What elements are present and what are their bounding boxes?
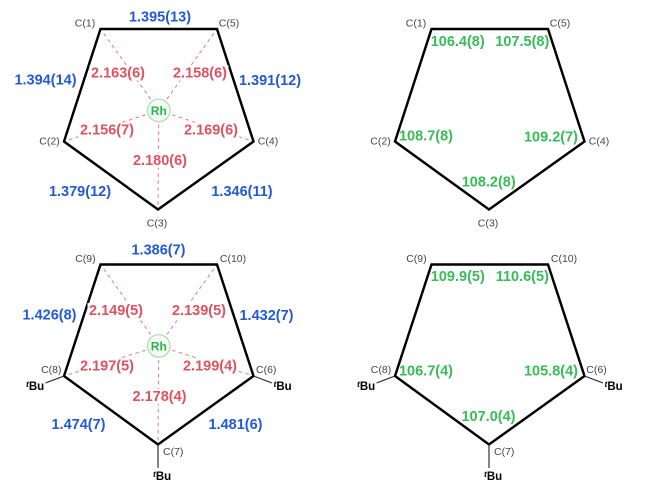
svg-text:2.178(4): 2.178(4) [132,389,186,405]
svg-text:1.481(6): 1.481(6) [208,417,262,433]
svg-text:C(2): C(2) [39,136,59,148]
svg-text:1.394(14): 1.394(14) [14,73,76,89]
svg-text:1.395(13): 1.395(13) [129,10,191,26]
svg-text:Rh: Rh [151,104,167,118]
svg-text:Rh: Rh [151,340,167,354]
svg-text:C(2): C(2) [370,136,390,148]
svg-text:C(7): C(7) [494,446,514,458]
svg-text:2.156(7): 2.156(7) [80,123,134,139]
svg-text:2.197(5): 2.197(5) [80,358,134,374]
svg-text:109.9(5): 109.9(5) [431,269,485,285]
svg-text:C(8): C(8) [371,364,391,376]
svg-text:C(6): C(6) [586,364,606,376]
svg-text:tBu: tBu [484,469,502,483]
svg-text:109.2(7): 109.2(7) [524,130,578,146]
svg-text:1.379(12): 1.379(12) [49,184,111,200]
svg-text:1.386(7): 1.386(7) [131,243,185,259]
svg-text:1.474(7): 1.474(7) [51,417,105,433]
svg-text:2.199(4): 2.199(4) [183,358,237,374]
svg-text:C(4): C(4) [589,136,609,148]
svg-text:2.169(6): 2.169(6) [184,123,238,139]
svg-text:C(3): C(3) [478,218,498,230]
svg-text:2.158(6): 2.158(6) [173,66,227,82]
svg-text:108.2(8): 108.2(8) [462,174,516,190]
svg-text:107.0(4): 107.0(4) [461,409,515,425]
svg-text:2.139(5): 2.139(5) [172,303,226,319]
svg-text:106.4(8): 106.4(8) [431,34,485,50]
svg-text:C(9): C(9) [406,253,426,265]
svg-text:110.6(5): 110.6(5) [496,269,549,285]
svg-text:2.180(6): 2.180(6) [133,153,187,169]
svg-text:2.163(6): 2.163(6) [91,66,145,82]
svg-text:C(1): C(1) [75,17,95,29]
svg-text:108.7(8): 108.7(8) [399,129,453,145]
svg-text:1.432(7): 1.432(7) [239,308,293,324]
svg-text:tBu: tBu [605,379,623,393]
svg-text:C(1): C(1) [406,17,426,29]
svg-text:106.7(4): 106.7(4) [399,364,453,380]
svg-text:C(10): C(10) [551,253,577,265]
svg-text:C(10): C(10) [220,253,246,265]
svg-text:C(5): C(5) [550,17,570,29]
svg-text:tBu: tBu [357,379,375,393]
svg-text:105.8(4): 105.8(4) [524,364,578,380]
svg-text:tBu: tBu [26,379,44,393]
svg-text:C(3): C(3) [147,218,167,230]
svg-text:1.426(8): 1.426(8) [22,307,76,323]
svg-text:107.5(8): 107.5(8) [495,34,549,50]
svg-text:tBu: tBu [274,379,292,393]
svg-text:C(9): C(9) [75,253,95,265]
svg-text:2.149(5): 2.149(5) [89,303,143,319]
svg-text:C(4): C(4) [258,136,278,148]
svg-text:C(5): C(5) [219,17,239,29]
svg-text:C(7): C(7) [163,446,183,458]
svg-text:C(8): C(8) [41,364,61,376]
svg-text:C(6): C(6) [256,364,276,376]
svg-text:1.346(11): 1.346(11) [211,184,272,200]
svg-text:tBu: tBu [153,469,171,483]
svg-text:1.391(12): 1.391(12) [239,73,301,89]
